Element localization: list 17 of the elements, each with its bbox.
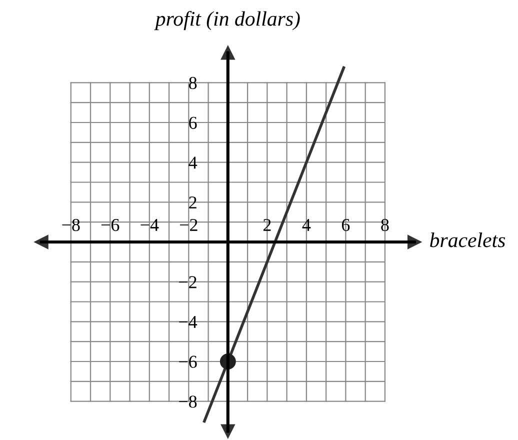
x-tick-label: 2 (263, 218, 271, 231)
x-tick-label: 4 (302, 219, 311, 231)
y-tick-label: −8 (179, 396, 197, 408)
x-tick-label: −4 (140, 219, 159, 231)
x-tick-label: −8 (62, 218, 80, 232)
y-tick-label: −4 (179, 316, 198, 328)
x-axis-title: bracelets (430, 232, 506, 248)
y-tick-label: 6 (189, 116, 197, 129)
y-axis-title: profit (in dollars) (154, 10, 300, 30)
y-tick-label: 2 (189, 196, 196, 208)
y-tick-label: 4 (188, 156, 198, 169)
y-tick-label: −2 (179, 276, 196, 288)
y-tick-label: −6 (179, 356, 197, 368)
x-tick-label: 8 (381, 218, 389, 232)
x-tick-label: −6 (101, 218, 120, 232)
y-tick-label: 8 (189, 76, 197, 90)
x-tick-label: 6 (342, 218, 350, 232)
